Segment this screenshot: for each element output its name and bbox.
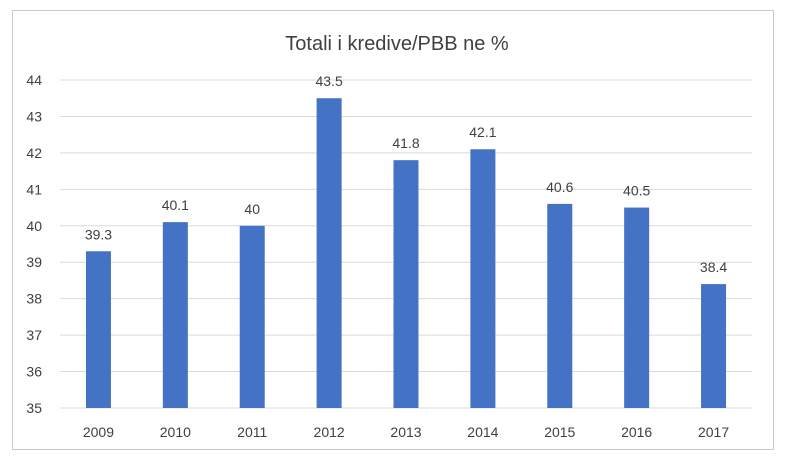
data-label-2013: 41.8 [392,135,419,151]
y-tick-label: 35 [26,400,42,416]
x-tick-label-2014: 2014 [467,424,498,440]
x-tick-label-2009: 2009 [83,424,114,440]
x-tick-label-2015: 2015 [544,424,575,440]
data-label-2009: 39.3 [85,226,112,242]
bar-2010 [162,222,188,408]
data-label-2014: 42.1 [469,124,496,140]
y-tick-label: 39 [26,254,42,270]
y-axis-ticks: 35 36 37 38 39 40 41 42 43 44 [26,72,42,416]
y-tick-label: 41 [26,181,42,197]
chart-title: Totali i kredive/PBB ne % [285,33,509,55]
bar-2017 [701,284,727,408]
data-label-2015: 40.6 [546,179,573,195]
y-tick-label: 42 [26,145,42,161]
x-axis-ticks: 2009 2010 2011 2012 2013 2014 2015 2016 2017 [83,424,729,440]
data-label-2016: 40.5 [623,183,650,199]
data-label-2012: 43.5 [315,73,342,89]
x-tick-label-2012: 2012 [314,424,345,440]
data-label-2010: 40.1 [162,197,189,213]
x-tick-label-2017: 2017 [698,424,729,440]
bar-2013 [393,160,419,408]
data-label-2011: 40 [244,201,260,217]
y-tick-label: 38 [26,291,42,307]
data-labels: 39.3 40.1 40 43.5 41.8 42.1 40.6 40.5 38.4 [85,73,728,275]
y-tick-label: 37 [26,327,42,343]
y-tick-label: 40 [26,218,42,234]
y-tick-label: 43 [26,108,42,124]
y-tick-label: 36 [26,364,42,380]
bar-2015 [547,203,573,408]
x-tick-label-2010: 2010 [160,424,191,440]
bar-2011 [239,225,265,408]
bar-2009 [85,251,111,408]
bar-2012 [316,98,342,408]
x-tick-label-2013: 2013 [390,424,421,440]
bar-2016 [624,207,650,408]
y-tick-label: 44 [26,72,42,88]
bars [85,98,727,408]
x-tick-label-2011: 2011 [237,424,267,440]
x-tick-label-2016: 2016 [621,424,652,440]
bar-2014 [470,149,496,408]
data-label-2017: 38.4 [700,259,727,275]
